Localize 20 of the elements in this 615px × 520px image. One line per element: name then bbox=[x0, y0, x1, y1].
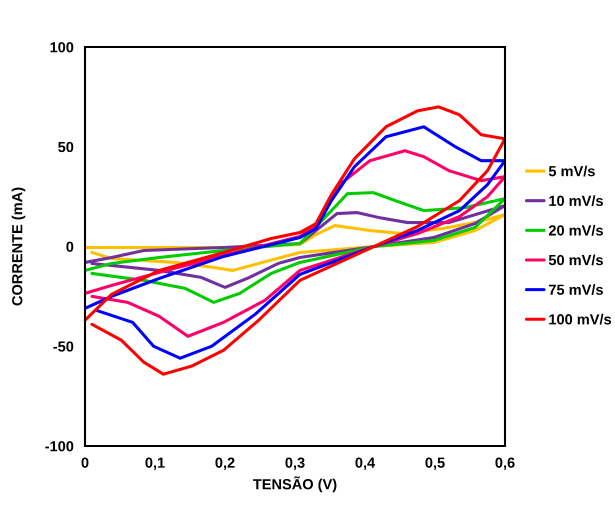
x-tick-label: 0,2 bbox=[215, 457, 235, 470]
y-tick-label: -50 bbox=[53, 341, 74, 352]
legend-label: 10 mV/s bbox=[549, 195, 603, 206]
legend-label: 20 mV/s bbox=[548, 224, 603, 236]
y-tick-label: -100 bbox=[45, 441, 74, 452]
y-tick-label: 100 bbox=[50, 42, 74, 52]
legend-label: 100 mV/s bbox=[549, 314, 612, 325]
x-tick-label: 0,6 bbox=[495, 457, 515, 470]
x-tick-label: 0 bbox=[82, 457, 88, 468]
x-tick-label: 0,1 bbox=[145, 457, 165, 470]
y-axis-title: CORRENTE (mA) bbox=[12, 188, 26, 306]
x-tick-label: 0,4 bbox=[355, 457, 376, 470]
x-tick-label: 0,5 bbox=[425, 457, 445, 470]
y-tick-label: 0 bbox=[66, 242, 74, 252]
legend-label: 75 mV/s bbox=[549, 284, 603, 296]
y-tick-label: 50 bbox=[58, 142, 74, 152]
x-tick-label: 0,3 bbox=[285, 457, 305, 470]
legend-label: 50 mV/s bbox=[548, 254, 603, 266]
legend-label: 5 mV/s bbox=[548, 166, 595, 176]
x-axis-title: TENSÃO (V) bbox=[253, 476, 336, 492]
